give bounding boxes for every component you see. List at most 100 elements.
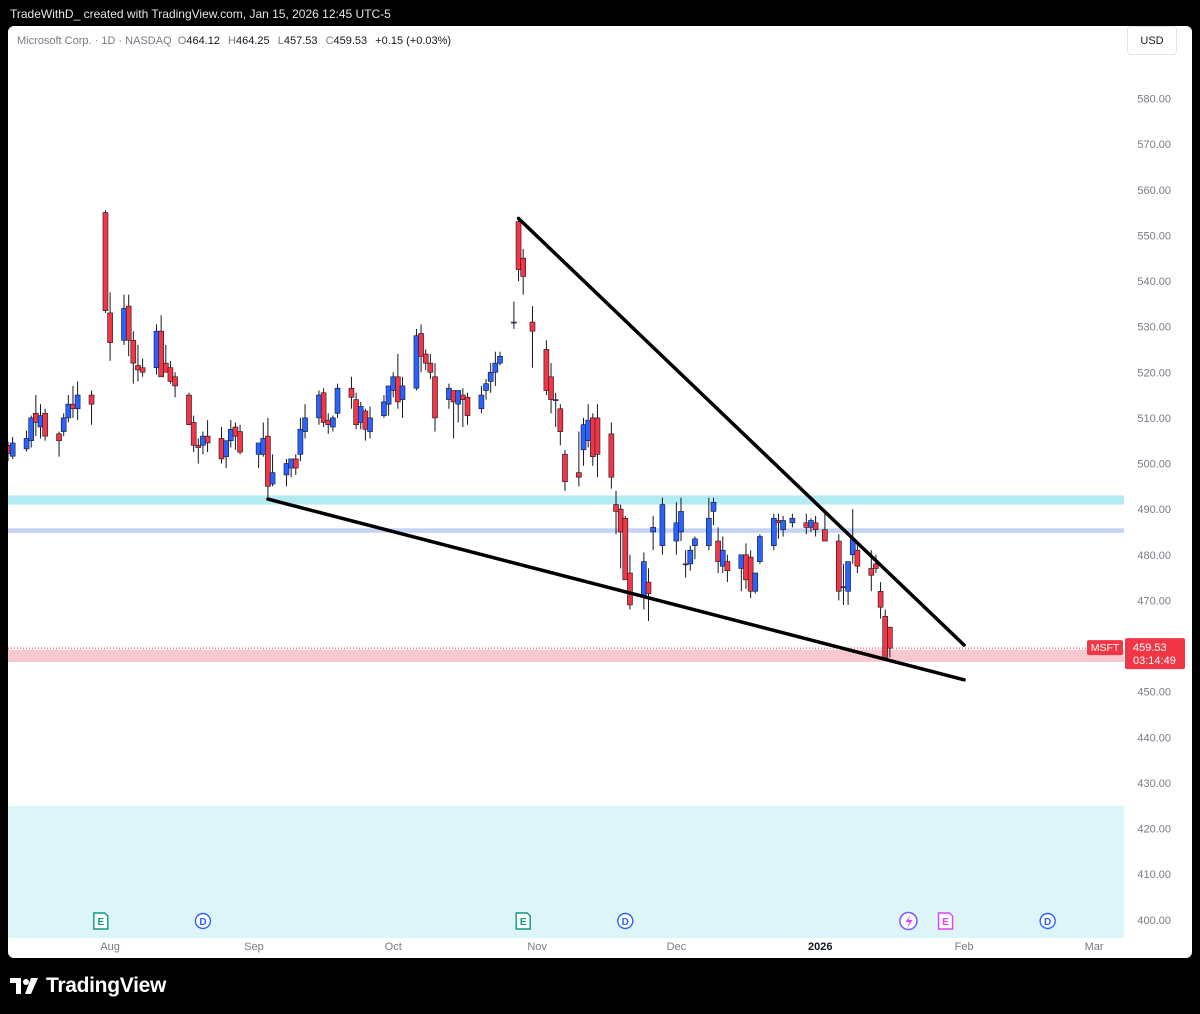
candle-body: [478, 394, 485, 410]
candlestick-chart[interactable]: 580.00 570.00 560.00 550.00 540.00 530.00 520.…: [8, 26, 1192, 958]
candle-body: [255, 442, 262, 455]
earnings-marker[interactable]: [515, 912, 531, 930]
price-tag: [1125, 638, 1185, 670]
zone-3: [8, 805, 1124, 938]
candle-body: [200, 435, 206, 446]
earnings-marker[interactable]: [937, 912, 954, 930]
candle-body: [297, 428, 304, 455]
candle-body: [715, 540, 721, 562]
candle-body: [153, 330, 160, 368]
y-tick-label: 510.00: [1137, 413, 1171, 425]
x-tick-label: Nov: [527, 941, 547, 953]
y-tick-label: 420.00: [1137, 824, 1171, 836]
candle-body: [808, 520, 814, 528]
candle-body: [218, 438, 225, 460]
candle-body: [107, 312, 113, 343]
candle-body: [548, 376, 554, 400]
candle-body: [710, 501, 717, 512]
candle-body: [37, 415, 44, 428]
candle-body: [757, 536, 763, 562]
candle-body: [543, 349, 550, 391]
candle-body: [562, 454, 568, 483]
candle-body: [552, 399, 559, 401]
candle-body: [399, 385, 406, 400]
zone-2: [8, 649, 1124, 662]
x-tick-label: Aug: [100, 941, 120, 953]
y-tick-label: 520.00: [1137, 367, 1171, 379]
candle-body: [487, 371, 494, 382]
candle-body: [422, 353, 429, 364]
candle-body: [227, 428, 234, 441]
candle-body: [232, 426, 239, 437]
dividend-marker[interactable]: [1039, 912, 1056, 930]
candle-body: [283, 463, 290, 476]
candle-body: [724, 561, 731, 572]
candle-body: [362, 410, 369, 430]
currency-button[interactable]: USD: [1127, 26, 1177, 55]
price-tag-value: 459.53: [1133, 642, 1167, 654]
y-tick-label: 440.00: [1137, 732, 1171, 744]
legend-symbol[interactable]: Microsoft Corp. · 1D · NASDAQ: [17, 35, 172, 47]
ticker-tag[interactable]: [1087, 640, 1123, 656]
candle-body: [381, 401, 387, 416]
chart-frame[interactable]: 580.00 570.00 560.00 550.00 540.00 530.00 520.…: [8, 26, 1192, 958]
tradingview-logo[interactable]: TradingView: [10, 974, 166, 998]
trendline-1[interactable]: [266, 497, 966, 682]
candle-body: [641, 561, 647, 597]
candle-body: [682, 563, 689, 566]
x-tick-label: Oct: [385, 941, 402, 953]
candle-body: [237, 431, 243, 453]
candle-body: [28, 417, 35, 441]
x-tick-label: Feb: [955, 941, 974, 953]
candle-body: [692, 538, 698, 546]
candle-body: [265, 435, 271, 487]
y-tick-label: 580.00: [1137, 94, 1171, 106]
y-tick-label: 430.00: [1137, 778, 1171, 790]
legend-low: 457.53: [283, 35, 318, 47]
legend-high-label: H: [228, 35, 236, 47]
candle-body: [70, 403, 76, 410]
candle-body: [334, 387, 341, 414]
candle-body: [204, 435, 211, 444]
candle-body: [260, 438, 267, 455]
candle-body: [464, 397, 471, 416]
earnings-marker[interactable]: [93, 912, 109, 930]
trendline-0[interactable]: [516, 216, 966, 647]
candle-body: [622, 517, 629, 581]
y-tick-label: 570.00: [1137, 139, 1171, 151]
candle-body: [167, 367, 174, 382]
event-marker-label: D: [622, 917, 629, 928]
legend-high: 464.25: [236, 35, 270, 47]
dividend-marker[interactable]: [617, 912, 634, 930]
event-marker-label: D: [1044, 917, 1051, 928]
y-tick-label: 400.00: [1137, 915, 1171, 927]
candle-body: [325, 419, 332, 426]
y-tick-label: 540.00: [1137, 276, 1171, 288]
price-axis[interactable]: [1124, 26, 1192, 934]
candle-body: [743, 554, 749, 581]
candle-body: [23, 438, 30, 450]
candle-body: [288, 458, 294, 469]
candle-body: [460, 394, 466, 400]
candle-body: [868, 568, 875, 576]
candle-body: [687, 549, 694, 565]
candle-body: [673, 522, 680, 542]
candle-body: [812, 522, 819, 530]
candle-body: [172, 376, 178, 387]
candle-body: [121, 308, 127, 341]
candle-body: [608, 433, 615, 478]
dividend-marker[interactable]: [194, 912, 212, 930]
legend-open: 464.12: [186, 35, 220, 47]
candle-body: [450, 390, 457, 403]
price-tag-countdown: 03:14:49: [1133, 655, 1176, 667]
candle-body: [56, 433, 62, 441]
candle-body: [877, 590, 884, 608]
candle-body: [659, 504, 666, 546]
legend-low-label: L: [277, 35, 284, 47]
legend-open-label: O: [177, 35, 187, 47]
candle-body: [74, 394, 81, 410]
candle-body: [719, 549, 726, 567]
legend-close: 459.53: [333, 35, 368, 47]
ticker-tag-label: MSFT: [1091, 642, 1120, 654]
y-tick-label: 530.00: [1137, 322, 1171, 334]
